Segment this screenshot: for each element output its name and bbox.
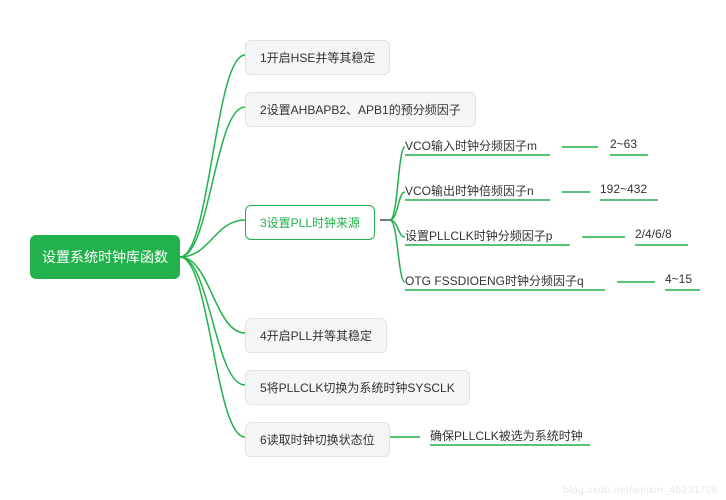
pll-param-value: 192~432	[600, 182, 647, 196]
step-node-4[interactable]: 4开启PLL并等其稳定	[245, 318, 387, 353]
step-label: 6读取时钟切换状态位	[260, 431, 375, 448]
step6-note-label: 确保PLLCLK被选为系统时钟	[430, 427, 583, 444]
pll-param-label: OTG FSSDIOENG时钟分频因子q	[405, 272, 584, 289]
pll-param-value: 2~63	[610, 137, 637, 151]
pll-value-2: 192~432	[600, 182, 647, 196]
pll-param-3[interactable]: 设置PLLCLK时钟分频因子p	[405, 227, 552, 244]
step-node-2[interactable]: 2设置AHBAPB2、APB1的预分频因子	[245, 92, 476, 127]
pll-param-value: 2/4/6/8	[635, 227, 672, 241]
pll-param-2[interactable]: VCO输出时钟倍频因子n	[405, 182, 534, 199]
watermark-text: blog.csdn.net/weixin_45231706	[563, 485, 718, 496]
pll-value-3: 2/4/6/8	[635, 227, 672, 241]
step-node-6[interactable]: 6读取时钟切换状态位	[245, 422, 390, 457]
pll-param-label: 设置PLLCLK时钟分频因子p	[405, 227, 552, 244]
step6-note[interactable]: 确保PLLCLK被选为系统时钟	[430, 427, 583, 444]
step-label: 2设置AHBAPB2、APB1的预分频因子	[260, 101, 461, 118]
step-label: 5将PLLCLK切换为系统时钟SYSCLK	[260, 379, 455, 396]
step-node-1[interactable]: 1开启HSE并等其稳定	[245, 40, 390, 75]
pll-param-value: 4~15	[665, 272, 692, 286]
pll-param-4[interactable]: OTG FSSDIOENG时钟分频因子q	[405, 272, 584, 289]
pll-param-label: VCO输出时钟倍频因子n	[405, 182, 534, 199]
step-node-3[interactable]: 3设置PLL时钟来源	[245, 205, 375, 240]
root-node[interactable]: 设置系统时钟库函数	[30, 235, 180, 279]
pll-param-label: VCO输入时钟分频因子m	[405, 137, 537, 154]
pll-value-4: 4~15	[665, 272, 692, 286]
pll-param-1[interactable]: VCO输入时钟分频因子m	[405, 137, 537, 154]
step-label: 3设置PLL时钟来源	[260, 214, 360, 231]
step-label: 1开启HSE并等其稳定	[260, 49, 375, 66]
root-label: 设置系统时钟库函数	[42, 247, 168, 267]
pll-value-1: 2~63	[610, 137, 637, 151]
step-label: 4开启PLL并等其稳定	[260, 327, 372, 344]
step-node-5[interactable]: 5将PLLCLK切换为系统时钟SYSCLK	[245, 370, 470, 405]
